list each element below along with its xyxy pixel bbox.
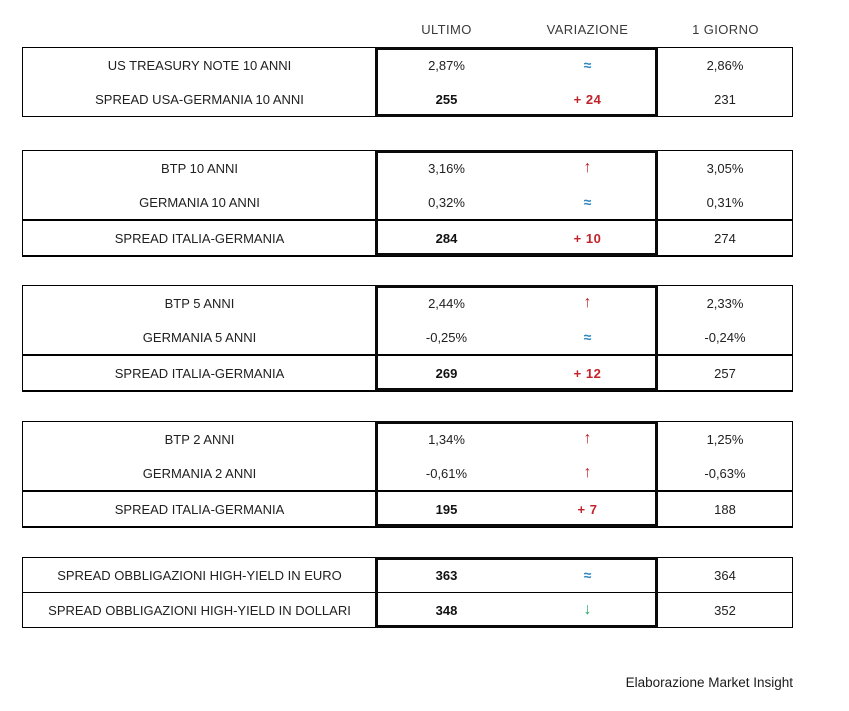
column-header-1giorno: 1 GIORNO [692,22,759,37]
giorno-value: 352 [714,602,736,618]
giorno-value: 0,31% [706,194,744,210]
up-arrow-icon: ↑ [583,464,592,481]
up-arrow-icon: ↑ [583,294,592,311]
table-row: SPREAD OBBLIGAZIONI HIGH-YIELD IN DOLLAR… [23,592,792,627]
giorno-value: -0,63% [704,465,746,481]
ultimo-value: 284 [435,230,458,246]
up-arrow-icon: ↑ [583,159,592,176]
row-label: GERMANIA 5 ANNI [142,329,257,345]
column-header-variazione: VARIAZIONE [546,22,629,37]
table-row: GERMANIA 10 ANNI 0,32% ≈ 0,31% [23,185,792,219]
table-2-anni: BTP 2 ANNI 1,34% ↑ 1,25% GERMANIA 2 ANNI… [22,421,793,528]
table-us-treasury: US TREASURY NOTE 10 ANNI 2,87% ≈ 2,86% S… [22,47,793,117]
giorno-value: 2,33% [706,295,744,311]
ultimo-value: 1,34% [428,431,465,447]
table-row: GERMANIA 2 ANNI -0,61% ↑ -0,63% [23,456,792,490]
up-arrow-icon: ↑ [583,430,592,447]
row-label: SPREAD USA-GERMANIA 10 ANNI [95,91,304,107]
giorno-value: 188 [714,501,736,517]
giorno-value: 231 [714,91,736,107]
spread-row: SPREAD ITALIA-GERMANIA 195 + 7 188 [23,490,792,526]
table-row: BTP 10 ANNI 3,16% ↑ 3,05% [23,151,792,185]
column-headers: ULTIMO VARIAZIONE 1 GIORNO [376,22,793,37]
row-label: SPREAD ITALIA-GERMANIA [114,365,285,381]
row-label: US TREASURY NOTE 10 ANNI [107,57,292,73]
spread-row: SPREAD ITALIA-GERMANIA 269 + 12 257 [23,354,792,390]
ultimo-value: 255 [435,91,458,107]
column-header-ultimo: ULTIMO [421,22,472,37]
approx-equal-icon: ≈ [583,567,592,583]
giorno-value: -0,24% [704,329,746,345]
table-row: SPREAD USA-GERMANIA 10 ANNI 255 + 24 231 [23,82,792,116]
giorno-value: 2,86% [706,57,744,73]
giorno-value: 257 [714,365,736,381]
row-label: SPREAD OBBLIGAZIONI HIGH-YIELD IN DOLLAR… [48,602,351,618]
ultimo-value: 0,32% [428,194,465,210]
row-label: BTP 5 ANNI [164,295,235,311]
ultimo-value: 2,87% [428,57,465,73]
approx-equal-icon: ≈ [583,194,592,210]
down-arrow-icon: ↓ [583,601,592,618]
ultimo-value: 3,16% [428,160,465,176]
ultimo-value: -0,25% [425,329,468,345]
ultimo-value: 269 [435,365,458,381]
variation-value: + 24 [573,91,602,107]
variation-value: + 7 [577,501,598,517]
giorno-value: 3,05% [706,160,744,176]
ultimo-value: 195 [435,501,458,517]
variation-value: + 10 [573,230,602,246]
table-row: GERMANIA 5 ANNI -0,25% ≈ -0,24% [23,320,792,354]
row-label: SPREAD ITALIA-GERMANIA [114,501,285,517]
table-row: SPREAD OBBLIGAZIONI HIGH-YIELD IN EURO 3… [23,558,792,592]
ultimo-value: -0,61% [425,465,468,481]
ultimo-value: 363 [435,567,458,583]
table-row: BTP 2 ANNI 1,34% ↑ 1,25% [23,422,792,456]
row-label: GERMANIA 10 ANNI [139,194,260,210]
ultimo-value: 348 [435,602,458,618]
table-5-anni: BTP 5 ANNI 2,44% ↑ 2,33% GERMANIA 5 ANNI… [22,285,793,392]
table-high-yield: SPREAD OBBLIGAZIONI HIGH-YIELD IN EURO 3… [22,557,793,628]
approx-equal-icon: ≈ [583,329,592,345]
row-label: SPREAD OBBLIGAZIONI HIGH-YIELD IN EURO [57,567,342,583]
variation-value: + 12 [573,365,602,381]
footer-credit: Elaborazione Market Insight [625,675,793,690]
row-label: BTP 2 ANNI [164,431,235,447]
giorno-value: 1,25% [706,431,744,447]
table-10-anni: BTP 10 ANNI 3,16% ↑ 3,05% GERMANIA 10 AN… [22,150,793,257]
table-row: US TREASURY NOTE 10 ANNI 2,87% ≈ 2,86% [23,48,792,82]
table-row: BTP 5 ANNI 2,44% ↑ 2,33% [23,286,792,320]
giorno-value: 364 [714,567,736,583]
ultimo-value: 2,44% [428,295,465,311]
giorno-value: 274 [714,230,736,246]
spread-row: SPREAD ITALIA-GERMANIA 284 + 10 274 [23,219,792,255]
row-label: GERMANIA 2 ANNI [142,465,257,481]
approx-equal-icon: ≈ [583,57,592,73]
row-label: BTP 10 ANNI [160,160,239,176]
row-label: SPREAD ITALIA-GERMANIA [114,230,285,246]
